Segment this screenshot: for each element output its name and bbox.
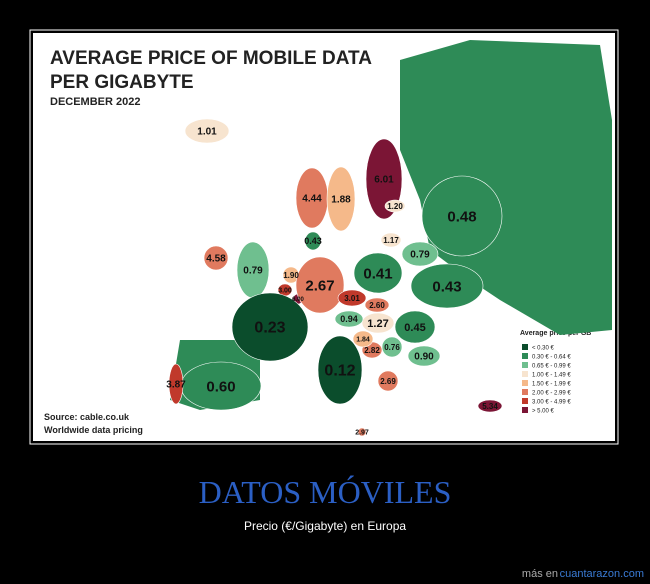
land xyxy=(400,40,612,335)
country xyxy=(361,312,395,334)
legend-swatch xyxy=(522,380,528,386)
legend-swatch xyxy=(522,407,528,413)
caption-title: DATOS MÓVILES xyxy=(199,474,452,510)
source: Source: cable.co.uk xyxy=(44,412,130,422)
frame xyxy=(29,29,619,445)
country xyxy=(337,289,367,307)
country xyxy=(352,330,374,348)
country xyxy=(364,297,390,313)
legend-swatch xyxy=(522,362,528,368)
country-value: 3.01 xyxy=(344,294,360,303)
country xyxy=(334,310,364,328)
country-value: 2.69 xyxy=(380,377,396,386)
country-value: 0.43 xyxy=(432,278,461,295)
country-value: 1.01 xyxy=(197,127,217,138)
country xyxy=(184,118,230,144)
country-value: 4.44 xyxy=(302,194,322,205)
country-value: 0.48 xyxy=(447,208,476,225)
source: Worldwide data pricing xyxy=(44,425,143,435)
country xyxy=(377,370,399,392)
country-value: 2.97 xyxy=(355,429,369,436)
country-value: 3.00 xyxy=(278,287,292,294)
country xyxy=(357,427,367,437)
legend-swatch xyxy=(522,353,528,359)
subtitle: DECEMBER 2022 xyxy=(50,96,140,108)
country xyxy=(295,256,345,314)
country xyxy=(168,363,184,405)
legend-label: 1.00 € - 1.49 € xyxy=(532,373,571,379)
footer-text: más en xyxy=(522,568,558,580)
legend: < 0.30 € 0.30 € - 0.64 € 0.65 € - 0.99 € 1.… xyxy=(522,344,571,415)
caption-subtitle: Precio (€/Gigabyte) en Europa xyxy=(244,519,406,533)
country-value: 1.27 xyxy=(367,318,388,330)
country-value: 0.43 xyxy=(304,236,322,246)
country xyxy=(353,252,403,294)
legend-swatch xyxy=(522,398,528,404)
country xyxy=(326,166,356,232)
country-value: 1.17 xyxy=(383,236,399,245)
country-value: 1.88 xyxy=(331,195,351,206)
country-value: 1.20 xyxy=(387,202,403,211)
footer-link[interactable]: cuantarazon.com xyxy=(560,568,644,580)
legend-swatch xyxy=(522,371,528,377)
country xyxy=(384,199,406,213)
country xyxy=(477,399,503,413)
legend-label: 0.65 € - 0.99 € xyxy=(532,364,571,370)
map: 1.01 4.44 1.88 6.01 1.20 1.17 0.79 0.48 4.58 0.79… xyxy=(166,40,612,436)
country-value: 0.12 xyxy=(324,363,355,380)
country-value: 0.60 xyxy=(206,378,235,395)
country xyxy=(203,245,229,271)
country-value: 0.94 xyxy=(340,314,358,324)
country-value: 2.67 xyxy=(305,277,334,294)
title: PER GIGABYTE xyxy=(50,72,194,93)
country xyxy=(410,263,484,309)
legend-title: Average price per GB xyxy=(520,330,591,337)
legend-label: 3.00 € - 4.99 € xyxy=(532,400,571,406)
country-value: 0.23 xyxy=(254,320,285,337)
country xyxy=(401,241,439,267)
legend-swatch xyxy=(522,389,528,395)
country-value: 2.60 xyxy=(369,301,385,310)
legend-label: < 0.30 € xyxy=(532,346,555,352)
country xyxy=(304,231,322,251)
country-value: 0.79 xyxy=(410,250,430,261)
legend-label: > 5.00 € xyxy=(532,409,555,415)
country xyxy=(381,336,403,358)
country-value: 4.58 xyxy=(206,254,226,265)
country-value: 2.82 xyxy=(364,346,380,355)
country xyxy=(317,335,363,405)
country-value: 1.90 xyxy=(283,271,299,280)
country-value: 6.00 xyxy=(292,297,304,303)
country xyxy=(421,175,503,257)
country xyxy=(380,232,402,248)
country-value: 1.84 xyxy=(356,336,370,343)
country-value: 3.87 xyxy=(166,380,186,391)
country-value: 0.76 xyxy=(384,343,400,352)
legend-swatch xyxy=(522,344,528,350)
legend-label: 1.50 € - 1.99 € xyxy=(532,382,571,388)
country-value: 0.41 xyxy=(363,265,392,282)
country xyxy=(365,138,403,220)
country-value: 6.01 xyxy=(374,175,394,186)
title: AVERAGE PRICE OF MOBILE DATA xyxy=(50,48,372,69)
country xyxy=(407,345,441,367)
country-value: 0.79 xyxy=(243,266,263,277)
country-value: 0.90 xyxy=(414,352,434,363)
legend-label: 2.00 € - 2.99 € xyxy=(532,391,571,397)
country-value: 0.45 xyxy=(404,322,425,334)
country xyxy=(231,292,309,362)
country xyxy=(394,310,436,344)
legend-label: 0.30 € - 0.64 € xyxy=(532,355,571,361)
country-value: 5.34 xyxy=(482,402,498,411)
